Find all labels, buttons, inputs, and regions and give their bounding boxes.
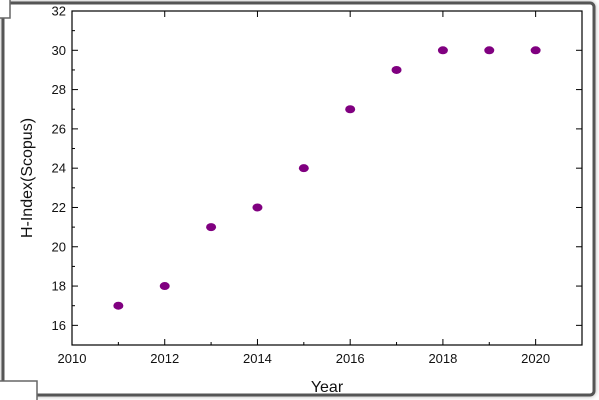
data-point [206, 223, 217, 232]
data-point [113, 301, 124, 310]
y-axis-title: H-Index(Scopus) [19, 118, 36, 238]
x-tick-labels: 2010 2012 2014 2016 2018 2020 [58, 351, 551, 366]
data-point [298, 164, 309, 173]
corner-artifact-top [0, 0, 11, 19]
x-tick-label: 2018 [428, 351, 457, 366]
data-point [391, 65, 402, 74]
data-point [159, 282, 170, 291]
x-tick-label: 2012 [150, 351, 179, 366]
plot-area-frame [71, 10, 583, 346]
x-axis-title: Year [311, 379, 344, 396]
y-tick-label: 18 [52, 279, 66, 294]
y-tick-label: 24 [52, 161, 66, 176]
data-point [530, 46, 541, 55]
y-tick-label: 30 [52, 43, 66, 58]
x-tick-label: 2016 [336, 351, 365, 366]
y-tick-label: 26 [52, 121, 66, 136]
tick-marks [71, 10, 582, 346]
x-tick-label: 2020 [521, 351, 550, 366]
y-tick-label: 20 [52, 239, 66, 254]
data-point [484, 46, 495, 55]
data-points [113, 46, 541, 310]
y-tick-label: 32 [52, 4, 66, 19]
x-tick-label: 2010 [58, 351, 87, 366]
data-point [437, 46, 448, 55]
y-tick-label: 16 [52, 318, 66, 333]
corner-artifact-bottom [0, 380, 38, 400]
x-tick-label: 2014 [243, 351, 272, 366]
y-tick-label: 22 [52, 200, 66, 215]
data-point [252, 203, 263, 212]
data-point [345, 105, 356, 114]
y-tick-label: 28 [52, 82, 66, 97]
y-tick-labels: 16 18 20 22 24 26 28 30 32 [52, 4, 66, 333]
